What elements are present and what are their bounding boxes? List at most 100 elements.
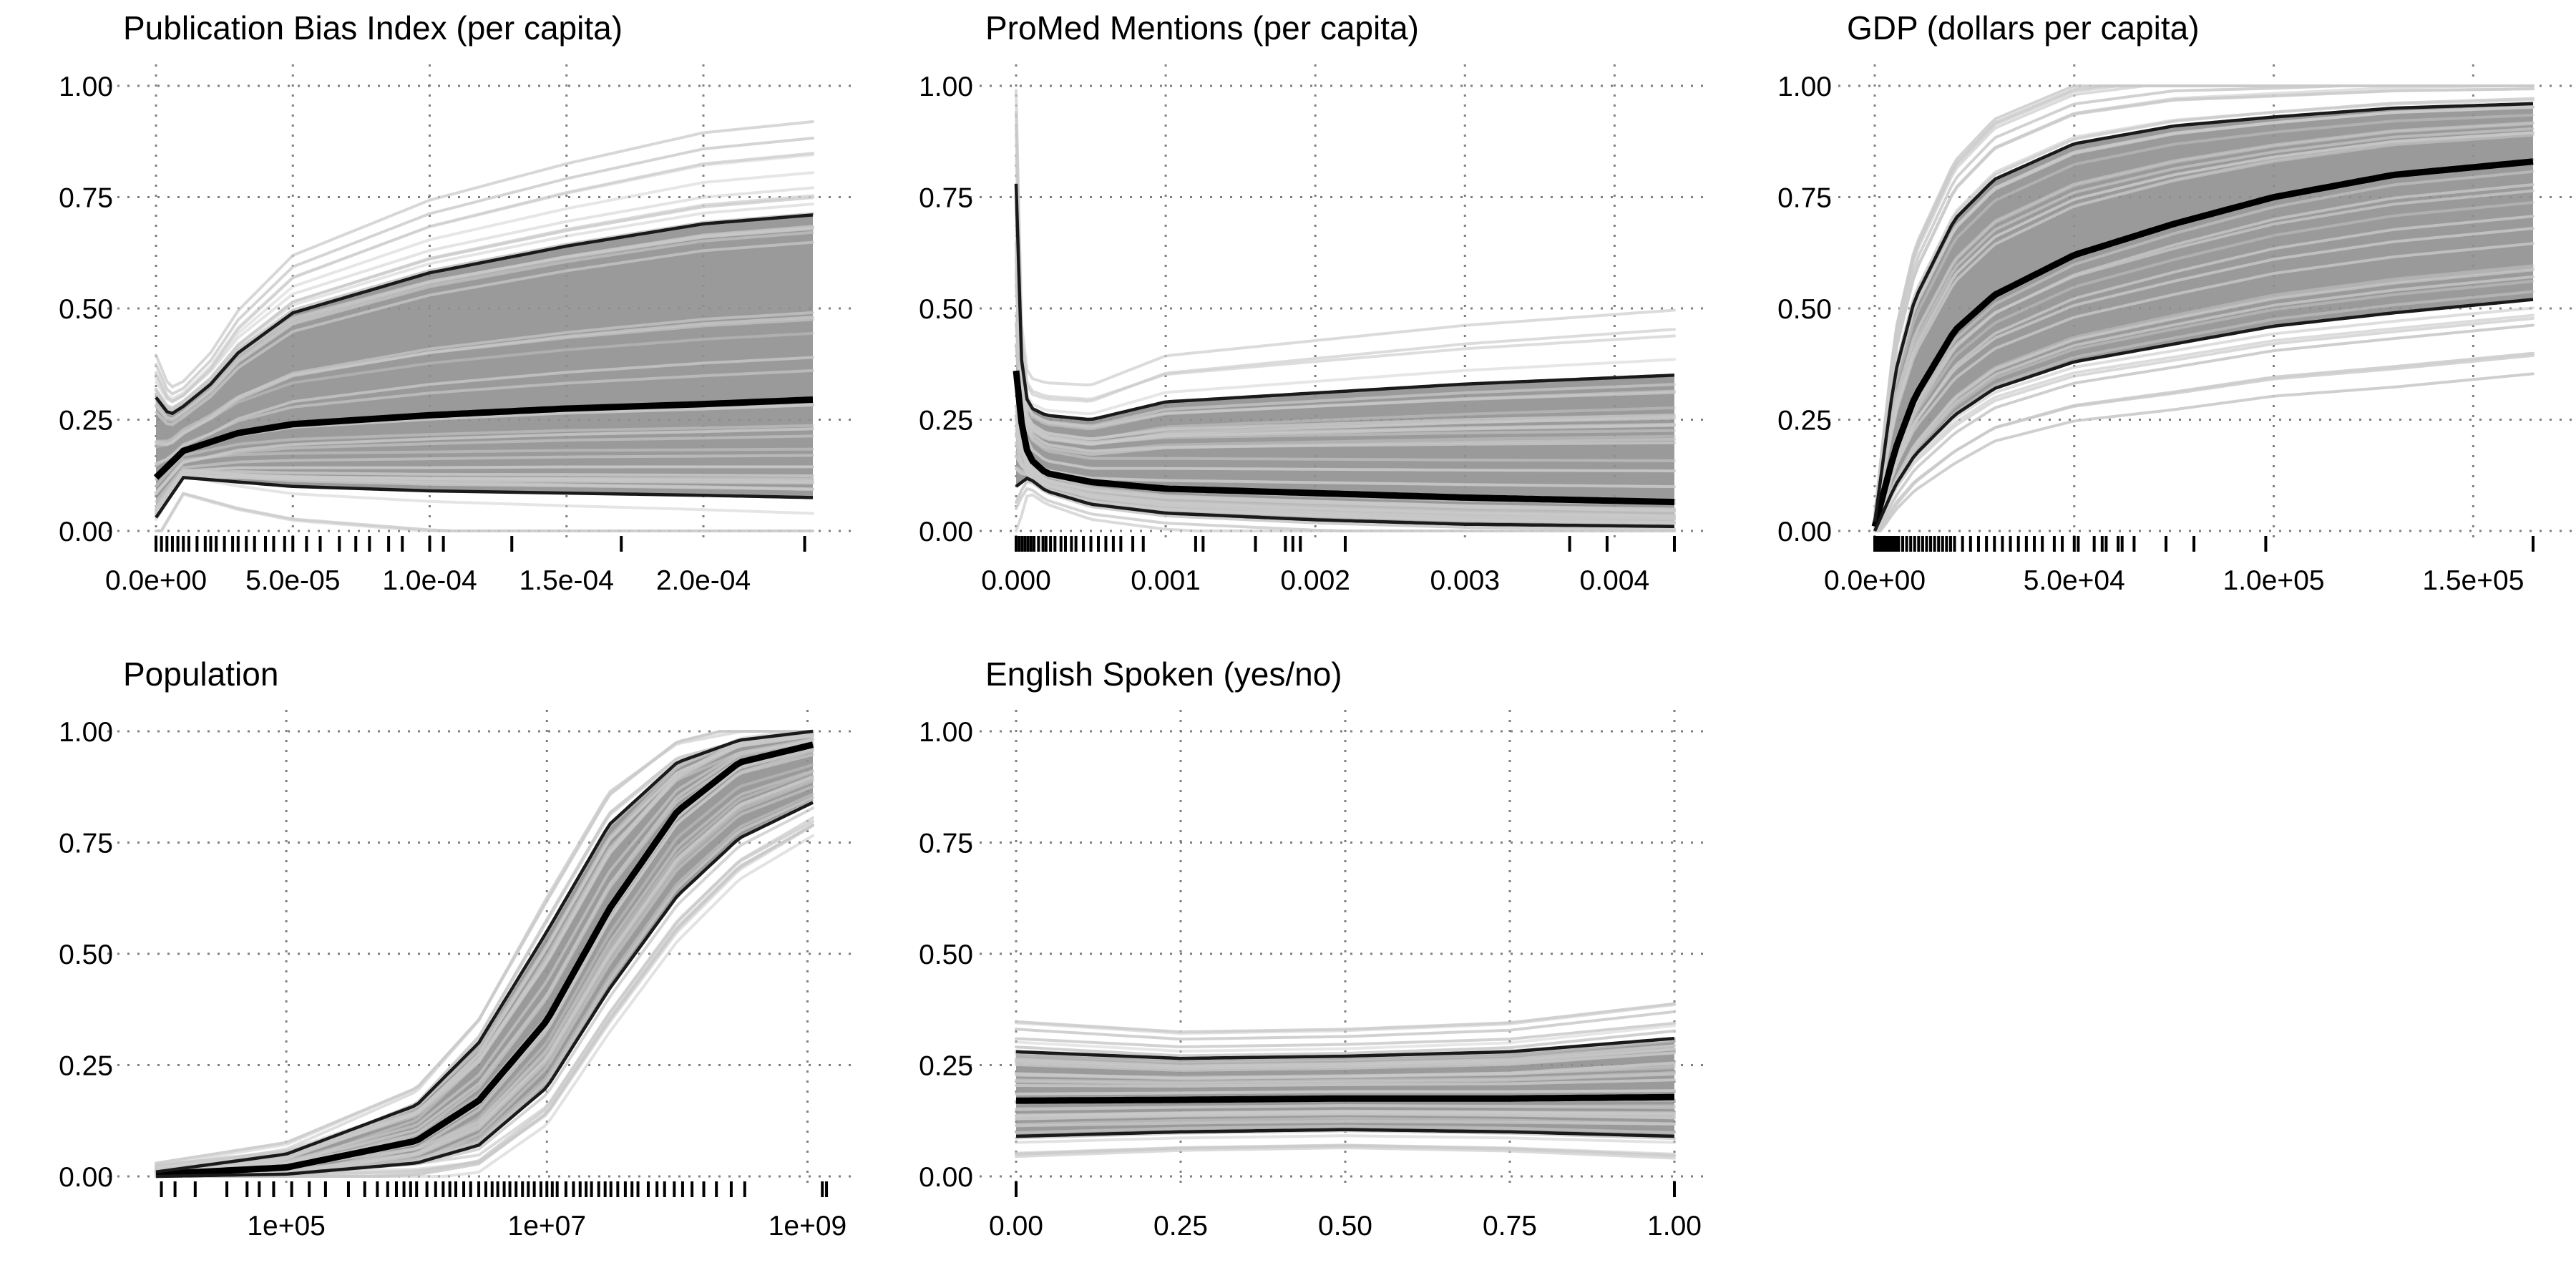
sample-curve xyxy=(155,465,814,508)
sample-curve xyxy=(155,120,814,389)
x-tick-label: 1e+05 xyxy=(247,1211,326,1241)
x-tick-label: 0.003 xyxy=(1430,565,1500,596)
y-tick-label: 0.75 xyxy=(59,183,113,214)
y-tick-label: 0.00 xyxy=(1777,517,1832,547)
sample-curve xyxy=(1873,189,2534,523)
sample-curve xyxy=(155,824,814,1175)
sample-curve xyxy=(1015,1002,1676,1034)
sample-curve xyxy=(1015,343,1676,489)
sample-curve xyxy=(1015,1063,1676,1080)
sample-curve xyxy=(155,730,814,1165)
sample-curve xyxy=(1873,121,2534,522)
sample-curve xyxy=(155,474,814,521)
mean-curve xyxy=(155,741,814,1178)
sample-curves xyxy=(1873,84,2534,532)
sample-curve xyxy=(1015,321,1676,473)
sample-curve xyxy=(155,203,814,410)
panel-title: Population xyxy=(123,655,278,693)
panel-publication-bias-index: Publication Bias Index (per capita) 0.00… xyxy=(59,9,852,596)
sample-curve xyxy=(1015,273,1676,456)
sample-curve xyxy=(155,469,814,511)
sample-curve xyxy=(155,137,814,396)
sample-curve xyxy=(1015,454,1676,521)
sample-curve xyxy=(1015,157,1676,416)
sample-curve xyxy=(155,230,814,421)
y-tick-label: 1.00 xyxy=(59,72,113,102)
sample-curve xyxy=(1015,1073,1676,1085)
lower-band-curve xyxy=(1015,1128,1675,1138)
sample-curve xyxy=(1015,311,1676,462)
sample-curve xyxy=(1015,110,1676,403)
upper-band-curve xyxy=(1014,183,1675,421)
sample-curve xyxy=(1015,1124,1676,1134)
lower-band-curve xyxy=(1873,298,2534,532)
x-tick-label: 5.0e+04 xyxy=(2024,565,2125,596)
mean-curve xyxy=(1871,158,2534,527)
y-tick-label: 0.25 xyxy=(919,1051,973,1082)
credible-band xyxy=(156,215,813,518)
y-tick-label: 0.75 xyxy=(1777,183,1832,214)
y-tick-label: 0.75 xyxy=(919,183,973,214)
rug xyxy=(1873,536,2534,552)
x-tick-label: 1.5e-04 xyxy=(519,565,614,596)
lower-band-curve xyxy=(1015,476,1675,529)
sample-curve xyxy=(1015,1089,1676,1096)
sample-curve xyxy=(1873,170,2534,532)
upper-band-curve xyxy=(155,213,814,416)
sample-curve xyxy=(1015,1078,1676,1088)
sample-curve xyxy=(1873,105,2534,520)
sample-curve xyxy=(155,369,814,467)
sample-curve xyxy=(155,171,814,403)
sample-curve xyxy=(1873,200,2534,530)
rug xyxy=(160,1181,829,1197)
sample-curve xyxy=(1873,280,2534,532)
y-tick-label: 0.25 xyxy=(59,406,113,436)
panel-gdp: GDP (dollars per capita) 0.00 0.25 0.50 0.7… xyxy=(1777,9,2572,596)
sample-curve xyxy=(1873,264,2534,532)
sample-curve xyxy=(1873,372,2534,532)
sample-curve xyxy=(1015,1029,1676,1058)
sample-curve xyxy=(1015,432,1676,511)
y-tick-label: 1.00 xyxy=(919,717,973,748)
sample-curve xyxy=(1873,351,2534,532)
mean-curve xyxy=(153,396,814,480)
sample-curve xyxy=(1873,316,2534,532)
y-tick-label: 0.75 xyxy=(59,829,113,859)
sample-curve xyxy=(1873,242,2534,525)
x-tick-label: 1e+09 xyxy=(769,1211,847,1241)
sample-curve xyxy=(1015,1010,1676,1041)
x-tick-label: 0.00 xyxy=(989,1211,1043,1241)
y-tick-label: 0.50 xyxy=(59,294,113,325)
lower-band-curve xyxy=(155,801,814,1179)
y-tick-label: 0.00 xyxy=(59,1162,113,1193)
x-tick-label: 0.0e+00 xyxy=(105,565,207,596)
sample-curve xyxy=(1873,323,2534,532)
x-tick-label: 0.000 xyxy=(981,565,1051,596)
x-tick-label: 5.0e-05 xyxy=(245,565,340,596)
x-tick-label: 0.0e+00 xyxy=(1824,565,1926,596)
x-tick-label: 1.00 xyxy=(1647,1211,1702,1241)
sample-curve xyxy=(1873,290,2534,532)
credible-band xyxy=(156,731,813,1176)
sample-curve xyxy=(1015,424,1676,517)
x-tick-label: 1e+07 xyxy=(508,1211,587,1241)
panel-title: ProMed Mentions (per capita) xyxy=(985,9,1419,47)
y-tick-label: 0.25 xyxy=(59,1051,113,1082)
panel-population: Population 0.00 0.25 0.50 0.75 1.00 1e+05 1e+0… xyxy=(59,655,852,1241)
panel-title: GDP (dollars per capita) xyxy=(1847,9,2200,47)
sample-curve xyxy=(155,196,814,410)
x-tick-label: 0.50 xyxy=(1318,1211,1372,1241)
panel-title: Publication Bias Index (per capita) xyxy=(123,9,623,47)
sample-curve xyxy=(1873,127,2534,525)
sample-curve xyxy=(155,152,814,404)
upper-band-curve xyxy=(155,729,814,1174)
sample-curve xyxy=(1873,99,2534,524)
upper-band-curve xyxy=(1873,102,2534,522)
sample-curve xyxy=(1015,1144,1676,1158)
sample-curve xyxy=(155,227,814,412)
sample-curve xyxy=(1873,133,2534,525)
x-tick-label: 0.004 xyxy=(1580,565,1650,596)
y-tick-label: 0.25 xyxy=(919,406,973,436)
y-tick-label: 0.50 xyxy=(1777,294,1832,325)
sample-curve xyxy=(1015,1104,1676,1111)
